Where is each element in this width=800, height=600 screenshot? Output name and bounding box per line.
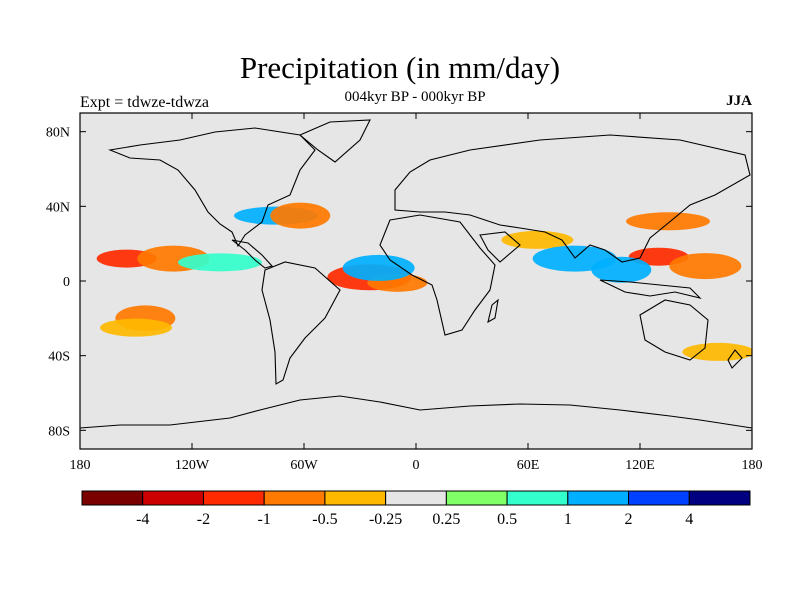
chart-subtitle: 004kyr BP - 000kyr BP [344, 89, 486, 105]
y-tick-label: 40N [46, 200, 70, 215]
y-tick-label: 0 [63, 275, 70, 290]
colorbar-label: 0.25 [432, 511, 460, 528]
colorbar-swatch [142, 490, 204, 506]
x-tick-label: 60W [290, 458, 318, 473]
anomaly-blob [178, 253, 262, 272]
arabia-coast [479, 231, 521, 263]
colorbar-swatch [445, 490, 508, 506]
africa-coast [379, 214, 496, 336]
antarctica-coast [80, 395, 752, 429]
eurasia-coast [394, 134, 751, 263]
y-tick-label: 40S [48, 350, 70, 365]
new-zealand-coast [727, 349, 743, 369]
x-tick-label: 120E [625, 458, 655, 473]
y-tick-label: 80S [48, 424, 70, 439]
north-america-coast [107, 127, 316, 248]
anomaly-fields [96, 202, 752, 361]
colorbar-swatch [81, 490, 144, 506]
experiment-label: Expt = tdwze-tdwza [80, 94, 209, 111]
x-tick-label: 120W [175, 458, 210, 473]
y-axis-ticks: 80N 40N 0 40S 80S [46, 126, 752, 439]
colorbar-swatch [567, 490, 630, 506]
y-tick-label: 80N [46, 126, 70, 141]
australia-coast [639, 299, 709, 361]
south-america-coast [261, 261, 341, 385]
colorbar-label: -1 [258, 511, 271, 528]
central-america-coast [231, 239, 274, 269]
colorbar-label: 4 [685, 511, 693, 528]
anomaly-blob [669, 253, 742, 280]
anomaly-blob [342, 254, 415, 281]
season-label: JJA [726, 93, 752, 109]
colorbar-swatch [385, 490, 447, 506]
colorbar-label: 1 [564, 511, 572, 528]
colorbar-label: 0.5 [497, 511, 517, 528]
colorbar-label: -0.5 [312, 511, 337, 528]
x-tick-label: 0 [413, 458, 420, 473]
anomaly-blob [626, 212, 710, 231]
colorbar-label: -2 [197, 511, 210, 528]
anomaly-blob [270, 202, 331, 229]
colorbar-swatch [202, 490, 265, 506]
colorbar-label: -4 [136, 511, 149, 528]
coastlines [80, 119, 752, 429]
x-tick-label: 180 [70, 458, 91, 473]
x-tick-label: 180 [742, 458, 763, 473]
anomaly-blob [100, 318, 172, 337]
colorbar-swatch [263, 490, 326, 506]
colorbar-swatch [324, 490, 387, 506]
colorbar-swatch [688, 490, 751, 506]
madagascar-coast [487, 298, 499, 324]
colorbar-swatch [628, 490, 690, 506]
colorbar-label: -0.25 [369, 511, 402, 528]
anomaly-blob [591, 256, 652, 283]
colorbar-label: 2 [625, 511, 633, 528]
x-tick-label: 60E [517, 458, 540, 473]
greenland-coast [298, 119, 371, 163]
indonesia-coast [599, 279, 702, 299]
x-axis-ticks: 180 120W 60W 0 60E 120E 180 [70, 113, 763, 473]
colorbar: -4 -2 -1 -0.5 -0.25 0.25 0.5 1 2 4 [81, 490, 751, 528]
anomaly-blob [682, 342, 752, 361]
chart-title: Precipitation (in mm/day) [239, 50, 561, 85]
colorbar-swatch [506, 490, 569, 506]
